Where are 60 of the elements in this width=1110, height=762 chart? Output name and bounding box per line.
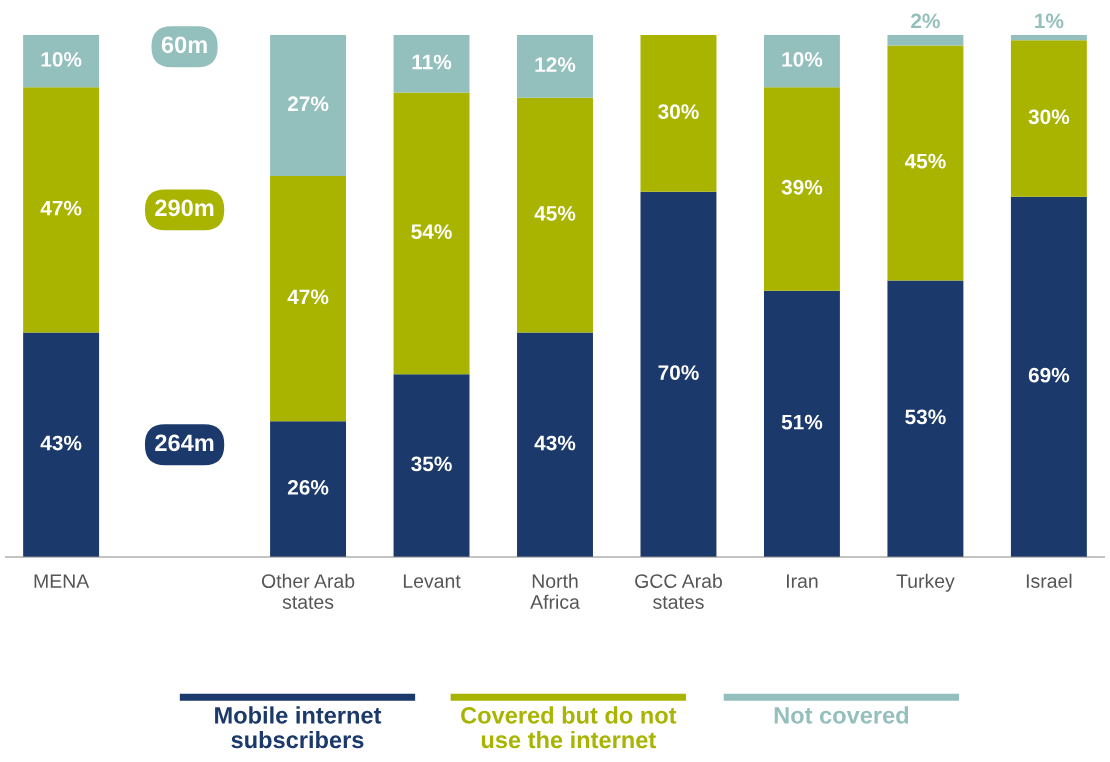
- data-label: 47%: [40, 200, 82, 216]
- data-label: 10%: [782, 51, 823, 67]
- data-label: 51%: [781, 414, 823, 430]
- bar: [23, 332, 100, 558]
- bar: [393, 92, 470, 375]
- x-tick-label: Iran: [786, 574, 818, 588]
- x-tick-label: Levant: [403, 574, 461, 588]
- x-tick-label: MENA: [34, 574, 90, 588]
- text: Covered but do not use the internet: [461, 706, 677, 749]
- data-label: 26%: [287, 480, 329, 495]
- data-label: 1%: [1035, 13, 1064, 29]
- text: Not covered: [774, 706, 909, 724]
- bar: [887, 45, 964, 281]
- data-label: 43%: [40, 435, 82, 451]
- bar: [393, 35, 470, 93]
- bar: [270, 35, 347, 176]
- data-label: 30%: [658, 104, 699, 119]
- data-label: 45%: [904, 153, 946, 169]
- bar: [640, 35, 717, 192]
- data-label: 2%: [911, 13, 940, 29]
- annotation: 60m: [161, 36, 207, 54]
- data-label: 27%: [287, 96, 329, 112]
- bar: [887, 280, 964, 558]
- bar: [1010, 40, 1087, 197]
- bar: [763, 35, 840, 88]
- data-label: 45%: [534, 206, 576, 221]
- bar: [1010, 35, 1087, 41]
- bar: [763, 87, 840, 291]
- annotation: 290m: [155, 199, 214, 217]
- x-tick-label: GCC Arab states: [635, 573, 722, 609]
- bar: [640, 191, 717, 558]
- x-tick-label: Other Arab states: [261, 573, 355, 609]
- bar: [517, 35, 593, 98]
- data-label: 39%: [781, 179, 823, 195]
- x-tick-label: North Africa: [530, 573, 580, 609]
- bar: [393, 374, 470, 558]
- data-label: 69%: [1028, 367, 1070, 383]
- bar: [517, 332, 593, 558]
- data-label: 35%: [411, 456, 452, 472]
- bar: [517, 97, 593, 333]
- data-label: 30%: [1028, 109, 1070, 125]
- data-label: 10%: [41, 51, 82, 67]
- bar: [887, 35, 964, 46]
- data-label: 54%: [411, 224, 452, 239]
- data-label: 12%: [535, 57, 576, 72]
- data-label: 53%: [905, 409, 946, 425]
- bar: [23, 35, 100, 88]
- bar: [23, 87, 100, 333]
- data-label: 70%: [658, 365, 699, 380]
- bar: [270, 421, 347, 558]
- bar: [1010, 196, 1087, 558]
- text: Mobile internet subscribers: [215, 706, 382, 749]
- annotation: 264m: [155, 434, 214, 452]
- data-label: 43%: [534, 435, 576, 451]
- data-label: 47%: [287, 289, 329, 305]
- bar: [270, 175, 347, 422]
- x-tick-label: Israel: [1026, 573, 1072, 588]
- x-tick-label: Turkey: [896, 573, 955, 592]
- data-label: 11%: [412, 54, 452, 70]
- bar: [763, 290, 840, 558]
